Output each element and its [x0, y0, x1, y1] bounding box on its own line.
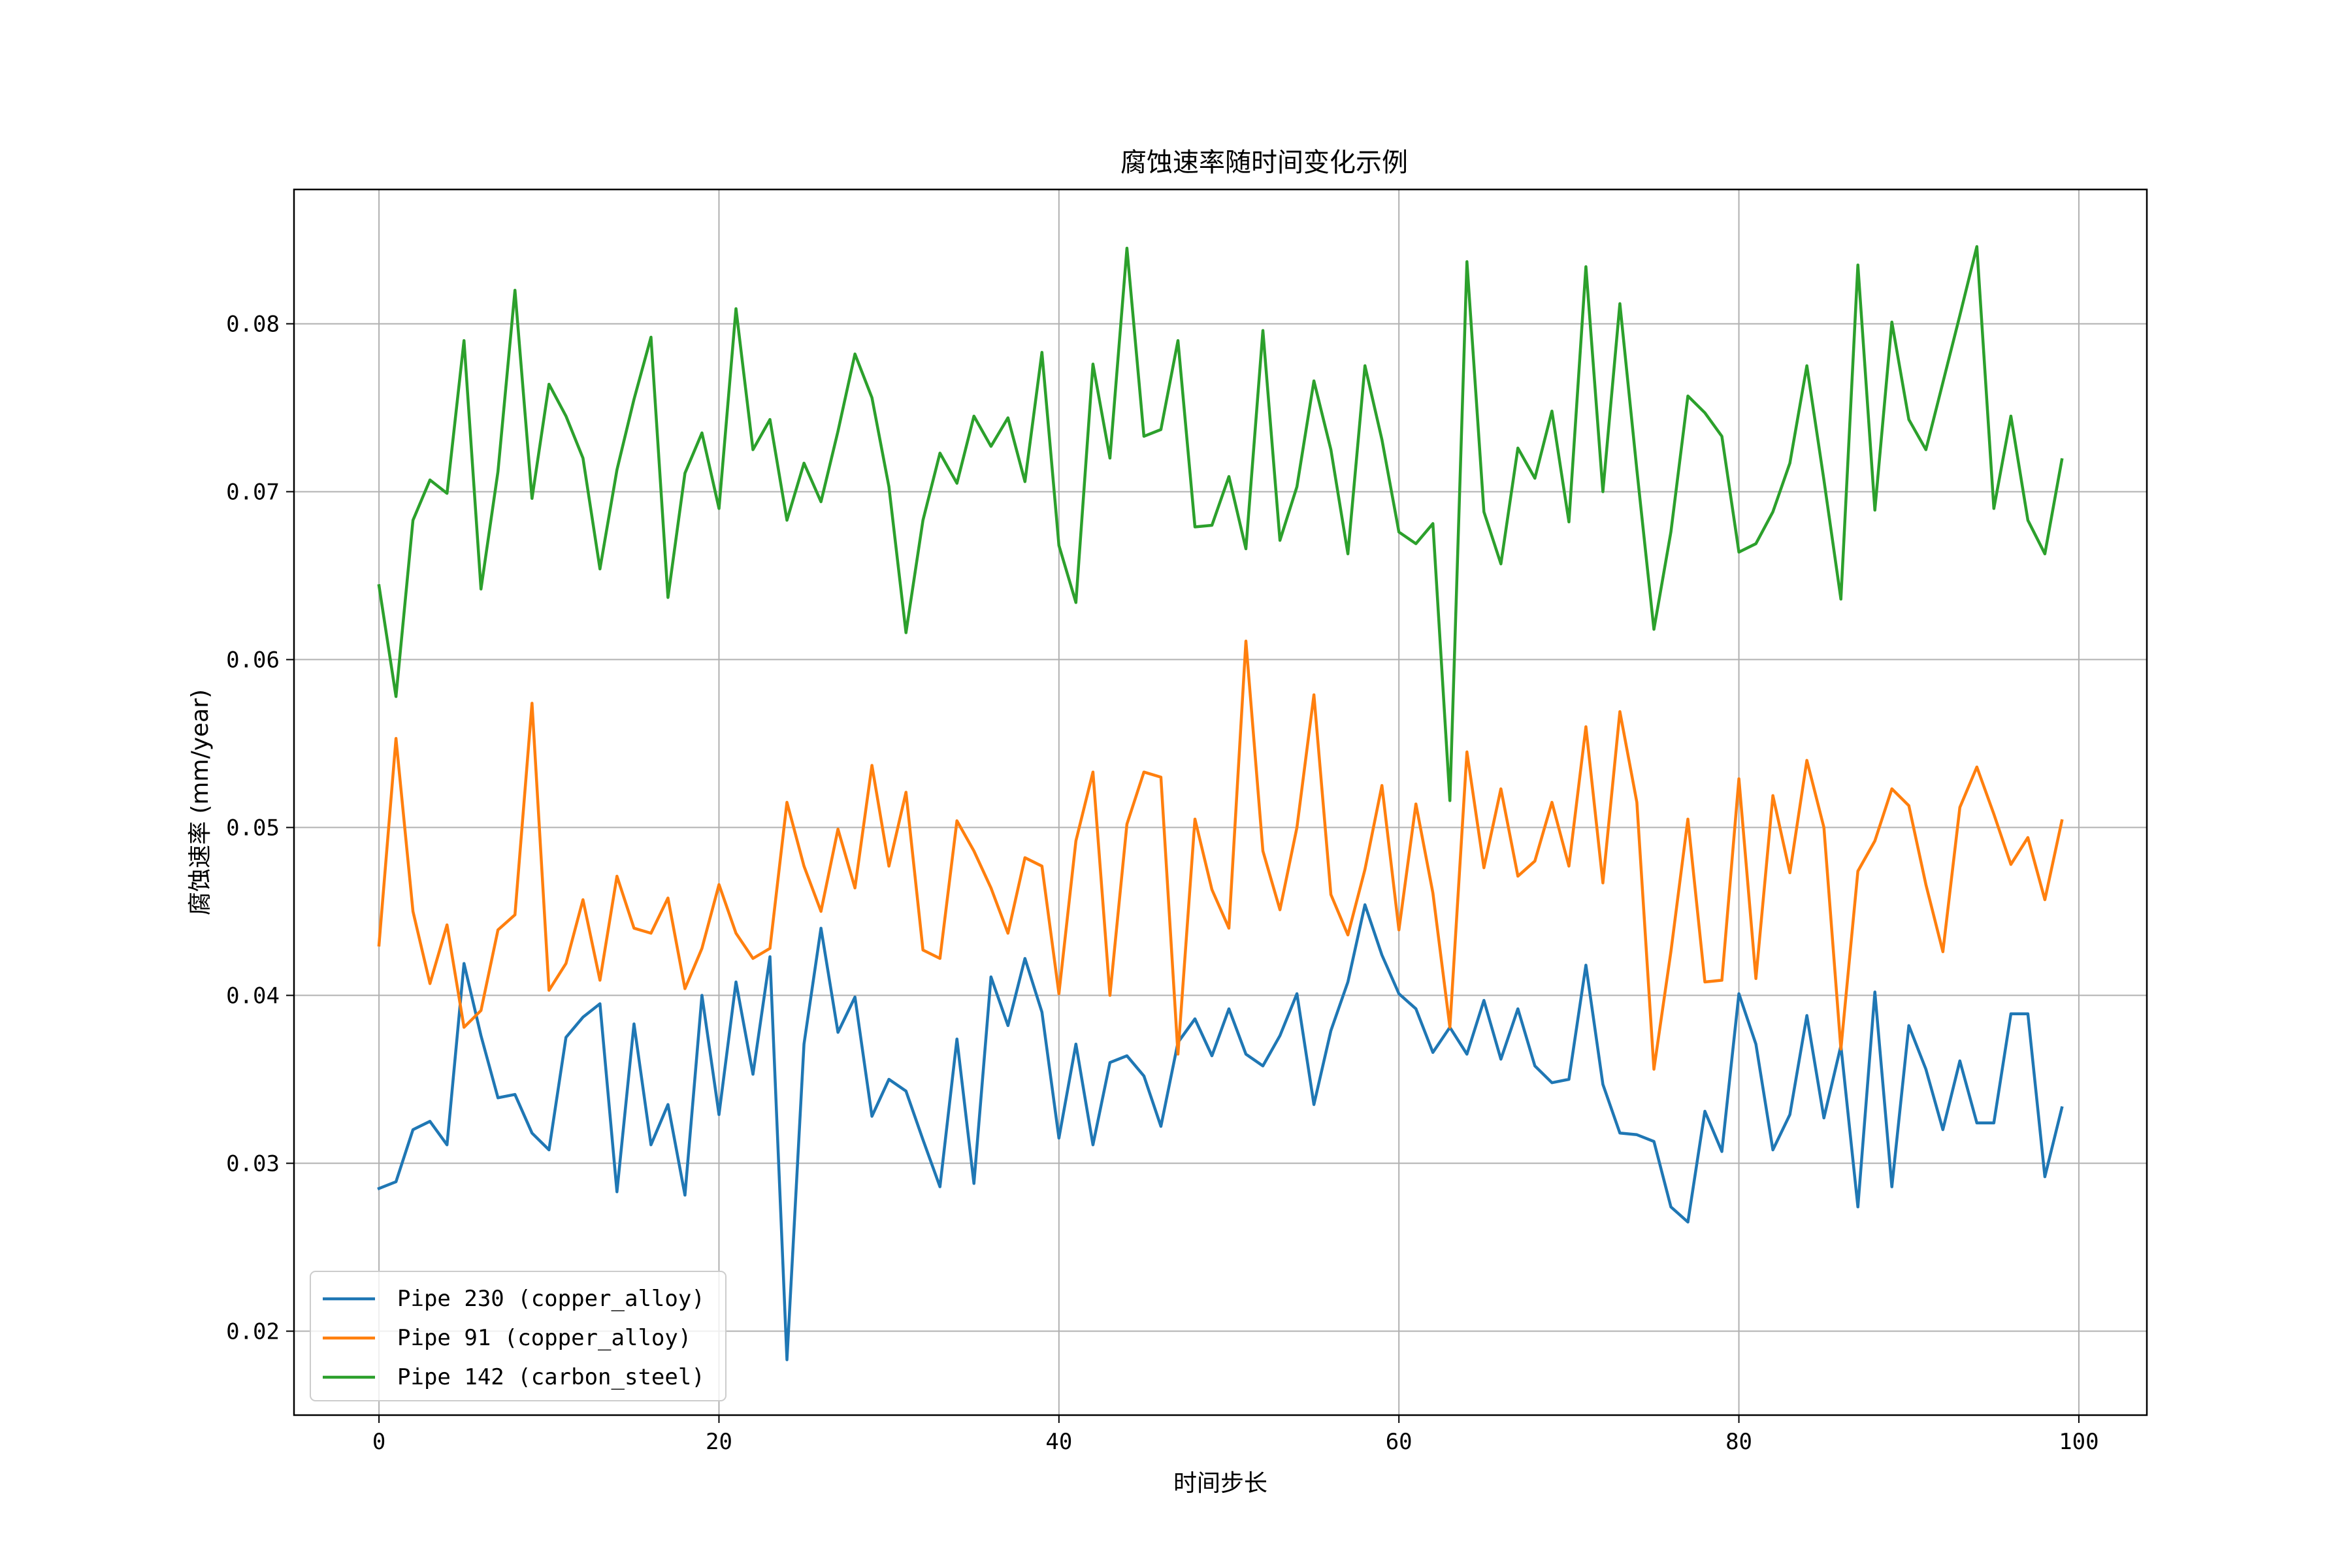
y-tick-label: 0.02 [226, 1319, 280, 1345]
y-axis-label: 腐蚀速率 (mm/year) [187, 689, 214, 915]
y-tick-label: 0.03 [226, 1151, 280, 1177]
legend-label-pipe-91: Pipe 91 (copper_alloy) [397, 1325, 691, 1351]
y-tick-label: 0.05 [226, 815, 280, 841]
y-tick-label: 0.07 [226, 480, 280, 506]
x-tick-label: 0 [372, 1429, 385, 1455]
plot-frame [293, 188, 2148, 1416]
series-line-pipe-91 [377, 640, 2064, 1071]
x-axis-ticks: 0 20 40 60 80 100 [372, 1415, 2099, 1455]
legend-label-pipe-230: Pipe 230 (copper_alloy) [397, 1286, 705, 1312]
y-axis-ticks: 0.02 0.03 0.04 0.05 0.06 0.07 0.08 [226, 312, 294, 1345]
x-tick-label: 80 [1725, 1429, 1752, 1455]
x-axis-label: 时间步长 [1173, 1470, 1267, 1497]
x-tick-label: 20 [706, 1429, 732, 1455]
legend-box [310, 1271, 727, 1401]
series-line-pipe-142 [377, 245, 2064, 802]
y-tick-label: 0.04 [226, 983, 280, 1009]
x-tick-label: 100 [2059, 1429, 2099, 1455]
x-tick-label: 40 [1045, 1429, 1072, 1455]
plot-lines [377, 245, 2064, 1362]
y-tick-label: 0.06 [226, 647, 280, 674]
legend-label-pipe-142: Pipe 142 (carbon_steel) [397, 1364, 705, 1390]
legend: Pipe 230 (copper_alloy) Pipe 91 (copper_… [310, 1271, 727, 1401]
series-line-pipe-230 [377, 903, 2064, 1362]
grid [294, 189, 2147, 1415]
chart-title: 腐蚀速率随时间变化示例 [1120, 148, 1408, 178]
x-tick-label: 60 [1386, 1429, 1413, 1455]
y-tick-label: 0.08 [226, 312, 280, 338]
